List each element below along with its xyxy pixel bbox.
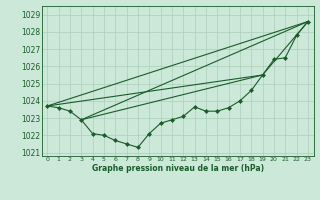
- X-axis label: Graphe pression niveau de la mer (hPa): Graphe pression niveau de la mer (hPa): [92, 164, 264, 173]
